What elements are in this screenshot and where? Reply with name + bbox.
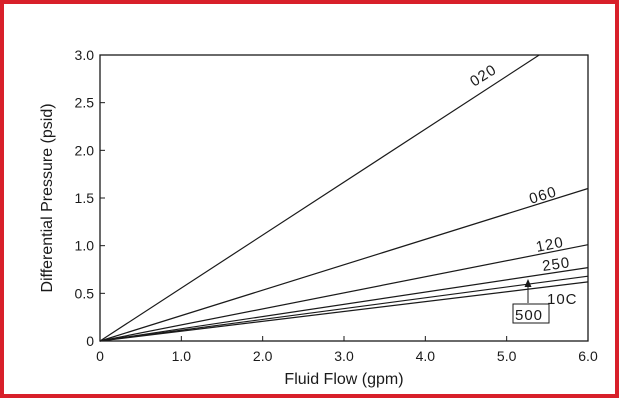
- x-tick-label: 3.0: [334, 348, 354, 364]
- y-tick-label: 2.0: [75, 142, 95, 158]
- series-group: [99, 54, 589, 342]
- series-line-020: [99, 54, 540, 342]
- y-tick-group: 0 0.5 1.0 1.5 2.0 2.5 3.0: [75, 47, 105, 349]
- series-label-250: 250: [541, 254, 571, 275]
- y-axis-title: Differential Pressure (psid): [39, 103, 56, 292]
- series-line-10c: [99, 281, 589, 342]
- y-tick-label: 1.0: [75, 238, 95, 254]
- x-tick-label: 2.0: [253, 348, 273, 364]
- y-tick-label: 0: [86, 333, 94, 349]
- series-line-250: [99, 267, 589, 342]
- arrow-head-icon: [524, 279, 532, 287]
- y-tick-label: 2.5: [75, 95, 95, 111]
- series-label-10c: 10C: [547, 291, 578, 308]
- series-label-box: [512, 303, 550, 324]
- series-label-020: 020: [467, 61, 500, 90]
- y-tick-label: 3.0: [75, 47, 95, 63]
- series-line-060: [99, 187, 589, 342]
- x-tick-label: 5.0: [497, 348, 517, 364]
- x-tick-label: 6.0: [578, 348, 598, 364]
- series-line-120: [99, 244, 589, 342]
- x-tick-label: 1.0: [172, 348, 192, 364]
- x-axis-title: Fluid Flow (gpm): [284, 371, 403, 388]
- y-tick-label: 0.5: [75, 285, 95, 301]
- plot-area: [99, 54, 589, 342]
- x-tick-group: 0 1.0 2.0 3.0 4.0 5.0 6.0: [96, 336, 598, 364]
- series-line-500: [99, 275, 589, 342]
- x-tick-label: 4.0: [416, 348, 436, 364]
- x-tick-label: 0: [96, 348, 104, 364]
- series-label-500: 500: [515, 307, 543, 324]
- series-label-120: 120: [535, 234, 566, 256]
- series-label-060: 060: [527, 183, 559, 207]
- y-tick-label: 1.5: [75, 190, 95, 206]
